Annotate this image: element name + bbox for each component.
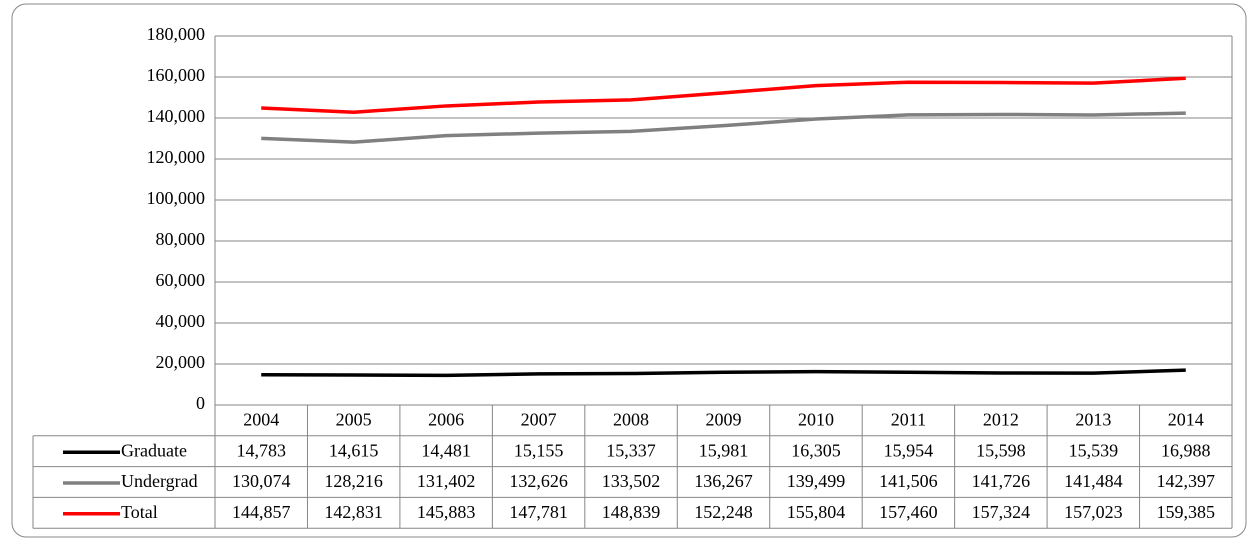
table-value: 157,460 [879,502,938,522]
y-tick-label: 80,000 [156,229,206,249]
table-value: 136,267 [694,471,753,491]
y-tick-label: 160,000 [147,65,206,85]
table-value: 15,539 [1069,440,1119,460]
table-value: 15,981 [699,440,749,460]
table-value: 16,988 [1161,440,1211,460]
table-value: 159,385 [1157,502,1216,522]
table-value: 145,883 [417,502,476,522]
x-tick-label: 2009 [706,410,742,430]
x-tick-label: 2004 [243,410,279,430]
y-tick-label: 60,000 [156,270,206,290]
x-tick-label: 2011 [891,410,926,430]
series-line [261,368,1186,378]
series-line [261,76,1186,114]
table-value: 157,023 [1064,502,1123,522]
table-value: 128,216 [324,471,383,491]
y-tick-label: 40,000 [156,311,206,331]
table-value: 142,831 [324,502,383,522]
series-line [261,111,1186,144]
table-value: 14,615 [329,440,379,460]
table-value: 141,506 [879,471,938,491]
table-value: 147,781 [509,502,568,522]
x-tick-label: 2010 [798,410,834,430]
table-value: 141,726 [972,471,1031,491]
x-tick-label: 2013 [1075,410,1111,430]
table-value: 16,305 [791,440,841,460]
y-tick-label: 140,000 [147,106,206,126]
table-value: 14,481 [421,440,471,460]
table-value: 133,502 [602,471,661,491]
y-tick-label: 180,000 [147,24,206,44]
table-value: 144,857 [232,502,291,522]
x-tick-label: 2012 [983,410,1019,430]
table-value: 132,626 [509,471,568,491]
table-value: 148,839 [602,502,661,522]
table-value: 14,783 [236,440,286,460]
table-value: 155,804 [787,502,846,522]
table-value: 15,155 [514,440,564,460]
table-value: 15,337 [606,440,656,460]
legend-label: Undergrad [121,471,198,491]
x-tick-label: 2007 [521,410,557,430]
y-tick-label: 120,000 [147,147,206,167]
y-tick-label: 100,000 [147,188,206,208]
x-tick-label: 2008 [613,410,649,430]
table-value: 141,484 [1064,471,1123,491]
table-value: 15,954 [884,440,934,460]
y-tick-label: 20,000 [156,352,206,372]
x-tick-label: 2005 [336,410,372,430]
table-value: 142,397 [1157,471,1216,491]
table-value: 15,598 [976,440,1026,460]
legend-label: Graduate [121,440,187,460]
legend-label: Total [121,502,158,522]
table-value: 139,499 [787,471,846,491]
table-value: 157,324 [972,502,1031,522]
table-value: 130,074 [232,471,291,491]
x-tick-label: 2014 [1168,410,1204,430]
table-value: 131,402 [417,471,476,491]
table-value: 152,248 [694,502,753,522]
chart-border [11,3,1247,538]
y-tick-label: 0 [196,393,205,413]
x-tick-label: 2006 [428,410,464,430]
